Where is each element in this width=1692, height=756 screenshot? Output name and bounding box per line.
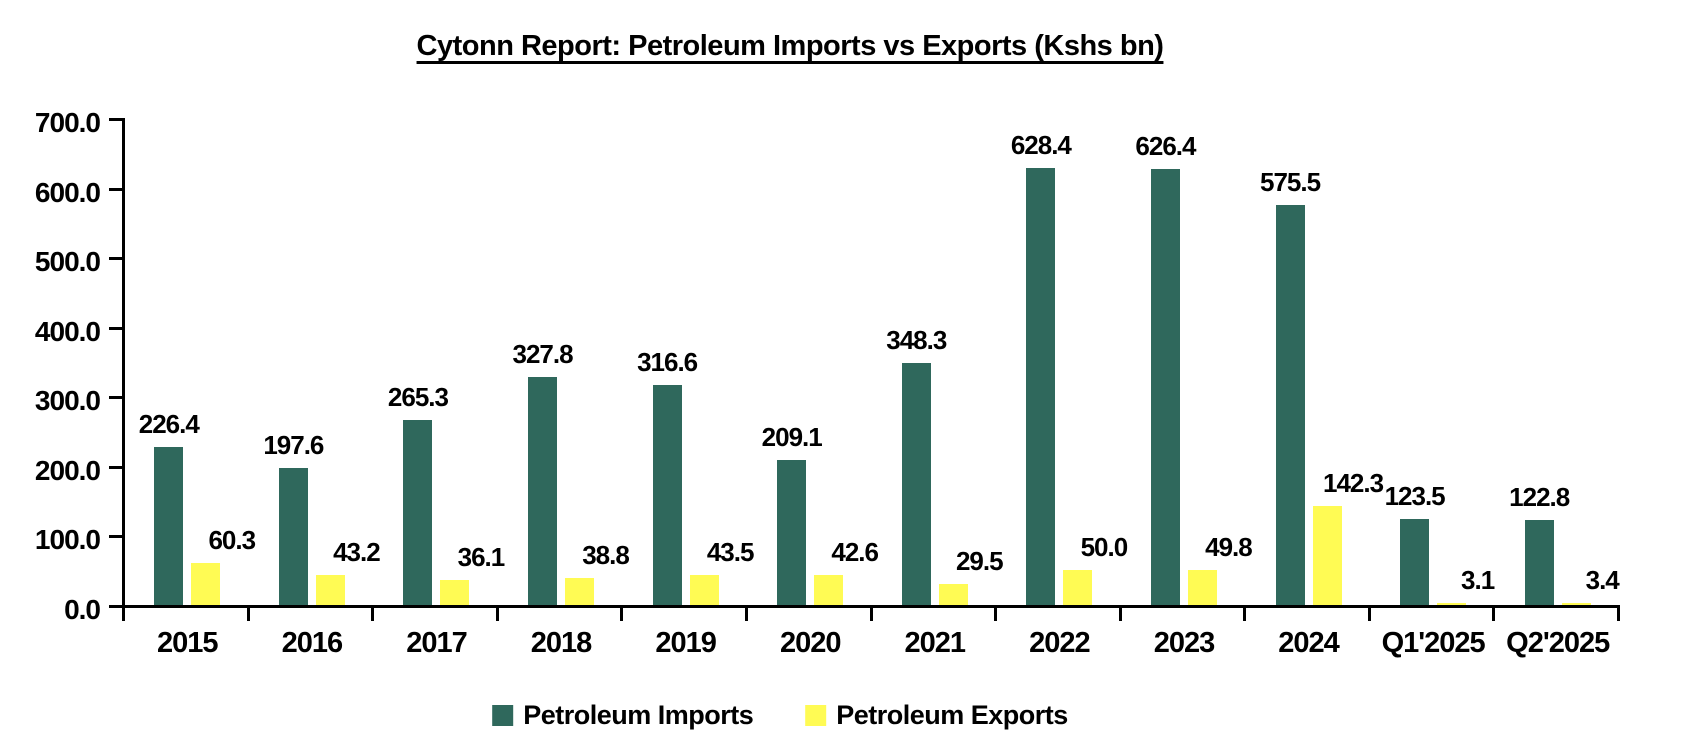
exports-bar-2019 (689, 574, 719, 605)
y-axis-label: 400.0 (34, 315, 101, 347)
y-axis-tick (109, 465, 122, 469)
y-axis-label: 100.0 (34, 524, 101, 556)
x-axis-tick (1118, 605, 1122, 621)
exports-bar-2018 (565, 578, 595, 605)
y-axis-label: 700.0 (34, 107, 101, 138)
legend-item-exports: Petroleum Exports (805, 700, 1068, 731)
x-axis-category-label-2019: 2019 (655, 627, 717, 659)
x-axis-tick (744, 605, 748, 621)
x-axis-tick (1243, 605, 1247, 621)
exports-bar-2023 (1187, 570, 1217, 605)
y-axis-tick (109, 187, 122, 191)
imports-value-label-2021: 348.3 (886, 324, 947, 355)
y-axis-label: 500.0 (34, 246, 101, 278)
imports-bar-Q1'2025 (1400, 519, 1430, 605)
legend: Petroleum Imports Petroleum Exports (492, 700, 1068, 731)
x-axis-category-label-2020: 2020 (779, 627, 842, 659)
y-axis-tick (109, 535, 122, 539)
exports-bar-2020 (814, 575, 844, 605)
x-axis-category-label-2021: 2021 (904, 627, 967, 659)
imports-value-label-2019: 316.6 (637, 346, 698, 377)
exports-bar-2024 (1312, 505, 1342, 605)
exports-value-label-2020: 42.6 (831, 537, 879, 568)
exports-bar-2021 (938, 584, 968, 605)
exports-value-label-2018: 38.8 (582, 540, 630, 570)
y-axis-tick (109, 118, 122, 121)
imports-value-label-2017: 265.3 (387, 382, 449, 413)
imports-value-label-2023: 626.4 (1135, 131, 1196, 162)
legend-swatch-exports-icon (805, 705, 827, 726)
x-axis-category-label-2015: 2015 (157, 627, 219, 659)
imports-bar-2020 (777, 459, 807, 605)
exports-value-label-Q2'2025: 3.4 (1585, 564, 1620, 595)
legend-label-imports: Petroleum Imports (523, 700, 754, 730)
x-axis-tick (495, 605, 499, 621)
imports-value-label-2020: 209.1 (761, 421, 823, 452)
x-axis-tick (371, 605, 375, 621)
x-axis-category-label-2024: 2024 (1278, 627, 1340, 659)
exports-value-label-2015: 60.3 (208, 525, 256, 556)
exports-bar-2017 (440, 579, 470, 605)
imports-bar-2018 (528, 376, 558, 605)
exports-value-label-2017: 36.1 (457, 541, 506, 572)
imports-bar-2021 (901, 362, 931, 605)
imports-value-label-2018: 327.8 (512, 338, 573, 369)
x-axis-category-label-2018: 2018 (530, 627, 593, 659)
imports-value-label-2015: 226.4 (138, 409, 200, 440)
legend-label-exports: Petroleum Exports (836, 700, 1068, 730)
exports-value-label-2022: 50.0 (1080, 532, 1129, 563)
y-axis-tick (109, 326, 122, 330)
imports-bar-2017 (403, 420, 433, 605)
imports-bar-2024 (1275, 204, 1305, 605)
y-axis-tick (109, 396, 122, 400)
exports-value-label-2021: 29.5 (955, 546, 1004, 577)
exports-value-label-2023: 49.8 (1205, 532, 1253, 563)
legend-swatch-imports-icon (492, 705, 514, 726)
x-axis-tick (1617, 605, 1620, 621)
x-axis-category-label-2023: 2023 (1153, 627, 1216, 659)
y-axis-label: 0.0 (64, 594, 101, 625)
legend-item-imports: Petroleum Imports (492, 700, 754, 731)
y-axis-tick (109, 257, 122, 261)
y-axis-label: 600.0 (34, 176, 101, 208)
imports-value-label-2022: 628.4 (1010, 129, 1072, 160)
x-axis-category-label-2016: 2016 (281, 627, 344, 659)
imports-bar-2016 (278, 467, 308, 605)
imports-bar-2022 (1026, 167, 1056, 605)
imports-bar-2015 (154, 447, 184, 605)
x-axis-tick (869, 605, 873, 621)
imports-value-label-Q1'2025: 123.5 (1384, 481, 1446, 512)
imports-bar-Q2'2025 (1524, 519, 1554, 605)
exports-bar-Q2'2025 (1561, 602, 1591, 605)
x-axis-category-label-2022: 2022 (1029, 627, 1091, 659)
exports-bar-2015 (191, 563, 221, 605)
exports-bar-Q1'2025 (1437, 602, 1467, 605)
x-axis-category-label-2017: 2017 (406, 627, 468, 659)
x-axis-tick (1492, 605, 1496, 621)
x-axis-tick (620, 605, 624, 621)
x-axis-tick (994, 605, 998, 621)
imports-bar-2023 (1150, 169, 1180, 605)
x-axis-category-label-Q1'2025: Q1'2025 (1381, 627, 1486, 659)
exports-bar-2022 (1063, 570, 1093, 605)
x-axis-tick (1367, 605, 1371, 621)
y-axis-line (122, 118, 125, 608)
exports-value-label-2024: 142.3 (1322, 467, 1384, 498)
chart-title: Cytonn Report: Petroleum Imports vs Expo… (416, 30, 1164, 62)
y-axis-tick (109, 605, 122, 608)
y-axis-label: 300.0 (34, 385, 101, 417)
imports-value-label-2024: 575.5 (1259, 166, 1321, 197)
exports-value-label-2016: 43.2 (333, 536, 381, 567)
imports-value-label-2016: 197.6 (263, 429, 324, 460)
x-axis-tick (246, 605, 250, 621)
exports-bar-2016 (315, 574, 345, 605)
x-axis-tick (122, 605, 125, 621)
imports-bar-2019 (652, 384, 682, 605)
y-axis-label: 200.0 (34, 454, 101, 486)
imports-value-label-Q2'2025: 122.8 (1509, 481, 1570, 512)
x-axis-category-label-Q2'2025: Q2'2025 (1506, 627, 1610, 659)
exports-value-label-Q1'2025: 3.1 (1461, 564, 1495, 595)
exports-value-label-2019: 43.5 (706, 536, 755, 567)
